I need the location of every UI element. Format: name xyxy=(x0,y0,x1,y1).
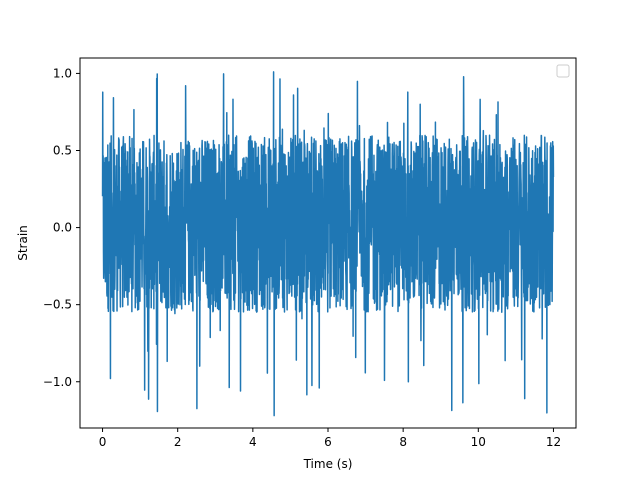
legend-box xyxy=(556,64,570,78)
y-tick-label: −1.0 xyxy=(43,375,72,389)
x-tick-label: 2 xyxy=(174,435,182,449)
y-tick-label: 1.0 xyxy=(53,66,72,80)
x-axis: 0 2 4 6 8 10 12 xyxy=(99,428,561,449)
x-tick-label: 12 xyxy=(546,435,561,449)
y-axis-label: Strain xyxy=(16,225,30,261)
series-line xyxy=(101,71,555,417)
y-tick-label: 0.0 xyxy=(53,221,72,235)
x-axis-label: Time (s) xyxy=(303,457,353,471)
x-tick-label: 8 xyxy=(399,435,407,449)
x-tick-label: 6 xyxy=(324,435,332,449)
plot-area xyxy=(79,57,577,429)
y-tick-label: 0.5 xyxy=(53,144,72,158)
x-tick-label: 0 xyxy=(99,435,107,449)
y-tick-label: −0.5 xyxy=(43,298,72,312)
x-tick-label: 10 xyxy=(471,435,486,449)
x-tick-label: 4 xyxy=(249,435,257,449)
series-layer xyxy=(101,71,555,417)
legend xyxy=(556,64,570,78)
y-axis: −1.0 −0.5 0.0 0.5 1.0 xyxy=(43,66,80,389)
